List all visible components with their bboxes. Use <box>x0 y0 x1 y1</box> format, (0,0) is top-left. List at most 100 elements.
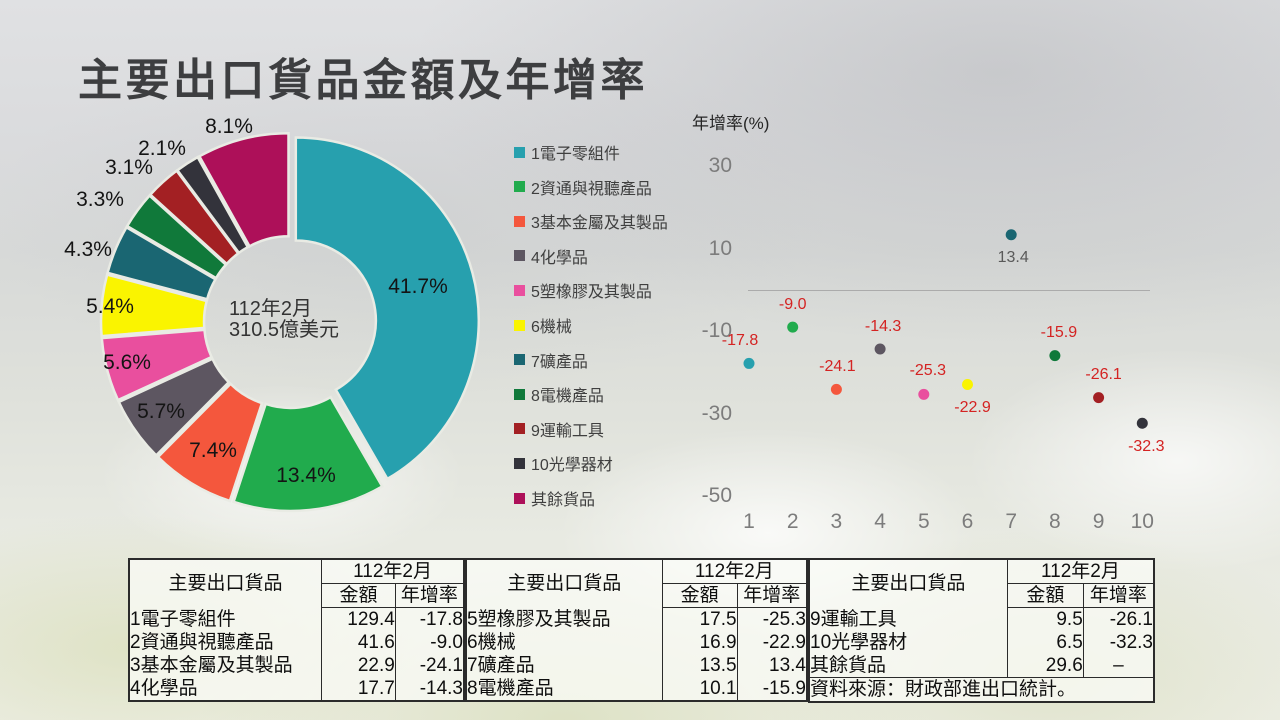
legend-swatch-icon <box>514 457 525 469</box>
legend-item-10: 10光學器材 <box>514 451 613 475</box>
legend-item-2: 2資通與視聽產品 <box>514 175 652 199</box>
scatter-point-7 <box>1005 229 1017 241</box>
scatter-point-1 <box>743 357 755 369</box>
legend-swatch-icon <box>514 388 525 400</box>
donut-label-1: 41.7% <box>388 275 448 298</box>
legend-item-3: 3基本金屬及其製品 <box>514 209 668 233</box>
legend-item-label: 5塑橡膠及其製品 <box>531 284 652 302</box>
table-header-yoy: 年增率 <box>1082 583 1154 608</box>
table-header-name: 主要出口貨品 <box>851 573 966 595</box>
legend-swatch-icon <box>514 146 525 158</box>
table-cell-amount: 17.7 <box>321 677 396 701</box>
table-cell-yoy: 13.4 <box>736 654 807 677</box>
scatter-point-label-3: -24.1 <box>819 358 856 376</box>
table-row: 2資通與視聽產品 41.6 -9.0 <box>129 631 464 654</box>
scatter-x-tick: 1 <box>743 510 755 533</box>
scatter-point-8 <box>1049 350 1061 362</box>
table-row: 8電機產品 10.1 -15.9 <box>466 677 807 701</box>
table-cell-amount: 9.5 <box>1006 607 1084 631</box>
legend-swatch-icon <box>514 319 525 331</box>
donut-center-label: 112年2月 310.5億美元 <box>229 299 339 341</box>
scatter-x-tick: 9 <box>1092 510 1105 533</box>
table-cell-name: 4化學品 <box>130 678 198 699</box>
legend-item-label: 9運輸工具 <box>531 422 604 440</box>
legend-item-label: 3基本金屬及其製品 <box>531 215 668 233</box>
donut-label-8: 3.3% <box>76 188 124 211</box>
scatter-point-5 <box>918 388 930 400</box>
scatter-point-label-10: -32.3 <box>1128 438 1165 456</box>
table-cell-name: 7礦產品 <box>467 655 535 676</box>
page-title: 主要出口貨品金額及年增率 <box>78 56 648 105</box>
scatter-x-tick: 5 <box>917 510 930 533</box>
scatter-x-tick: 3 <box>830 510 843 533</box>
scatter-y-tick: 10 <box>708 236 732 260</box>
scatter-point-label-4: -14.3 <box>864 317 902 335</box>
scatter-point-6 <box>962 378 973 390</box>
donut-slice-3 <box>156 382 264 503</box>
table-row: 7礦產品 13.5 13.4 <box>466 654 807 677</box>
table-cell-name: 8電機產品 <box>467 678 554 699</box>
legend-item-label: 其餘貨品 <box>531 492 596 509</box>
donut-slice-1 <box>294 136 481 481</box>
scatter-y-tick: 30 <box>708 154 732 178</box>
donut-label-7: 4.3% <box>64 238 112 261</box>
legend: 1電子零組件 2資通與視聽產品 3基本金屬及其製品 4化學品 5塑橡膠及其製品 6機械 7礦… <box>514 0 694 520</box>
donut-label-6: 5.4% <box>86 295 134 318</box>
scatter-point-10 <box>1136 417 1148 429</box>
table-cell-amount: 129.4 <box>321 607 396 631</box>
scatter-point-label-7: 13.4 <box>997 248 1029 266</box>
table-cell-yoy: -15.9 <box>736 677 807 701</box>
table-cell-amount: 6.5 <box>1006 631 1084 654</box>
legend-swatch-icon <box>514 284 525 296</box>
table-cell-amount: 13.5 <box>661 654 738 677</box>
legend-item-11: 其餘貨品 <box>514 486 595 510</box>
table-header-period: 112年2月 <box>1006 559 1154 584</box>
export-tables: 主要出口貨品 112年2月 金額 年增率 1電子零組件 129.4 -17.8 2資通與視聽產… <box>128 558 1155 703</box>
table-header-name: 主要出口貨品 <box>507 573 622 595</box>
table-cell-yoy: -14.3 <box>394 677 464 701</box>
table-cell-amount: 10.1 <box>661 677 738 701</box>
donut-label-11: 8.1% <box>205 115 253 138</box>
legend-item-4: 4化學品 <box>514 244 588 268</box>
legend-item-label: 6機械 <box>531 319 572 336</box>
table-header-yoy: 年增率 <box>736 583 807 608</box>
table-row: 3基本金屬及其製品 22.9 -24.1 <box>129 654 464 677</box>
legend-item-5: 5塑橡膠及其製品 <box>514 278 652 302</box>
donut-center-line2: 310.5億美元 <box>229 319 340 341</box>
scatter-point-4 <box>874 343 886 355</box>
donut-slice-7 <box>106 225 218 301</box>
scatter-point-label-1: -17.8 <box>721 332 759 350</box>
table-cell-yoy: -9.0 <box>394 631 464 654</box>
table-header-period: 112年2月 <box>321 559 464 584</box>
legend-item-8: 8電機產品 <box>514 382 604 406</box>
scatter-x-tick: 8 <box>1049 510 1061 533</box>
table-cell-name: 其餘貨品 <box>810 655 887 676</box>
scatter-point-label-2: -9.0 <box>778 296 807 314</box>
table-row: 1電子零組件 129.4 -17.8 <box>129 607 464 631</box>
table-cell-amount: 16.9 <box>661 631 738 654</box>
table-cell-yoy: -17.8 <box>394 607 464 631</box>
table-cell-yoy: -25.3 <box>736 607 807 631</box>
donut-slice-11 <box>197 131 290 249</box>
table-cell-amount: 17.5 <box>661 607 738 631</box>
table-cell-name: 5塑橡膠及其製品 <box>467 608 611 630</box>
table-cell-name: 1電子零組件 <box>130 608 236 630</box>
table-header-period: 112年2月 <box>661 559 807 584</box>
table-cell-name: 10光學器材 <box>810 632 908 653</box>
legend-swatch-icon <box>514 181 525 193</box>
legend-swatch-icon <box>514 354 525 366</box>
table-source-note: 資料來源：財政部進出口統計。 <box>809 677 1154 702</box>
table-cell-yoy: – <box>1082 654 1154 678</box>
table-cell-yoy: -24.1 <box>394 654 464 677</box>
donut-label-10: 2.1% <box>138 137 186 160</box>
legend-item-label: 10光學器材 <box>531 457 613 475</box>
table-cell-yoy: -22.9 <box>736 631 807 654</box>
scatter-point-9 <box>1093 392 1105 404</box>
donut-label-3: 7.4% <box>189 439 237 462</box>
export-table-2: 主要出口貨品 112年2月 金額 年增率 5塑橡膠及其製品 17.5 -25.3 6機械 16.… <box>465 558 808 702</box>
export-table-3: 主要出口貨品 112年2月 金額 年增率 9運輸工具 9.5 -26.1 10光學器材 6.5-… <box>808 558 1155 703</box>
table-header-amount: 金額 <box>1006 583 1084 608</box>
legend-item-7: 7礦產品 <box>514 348 588 372</box>
